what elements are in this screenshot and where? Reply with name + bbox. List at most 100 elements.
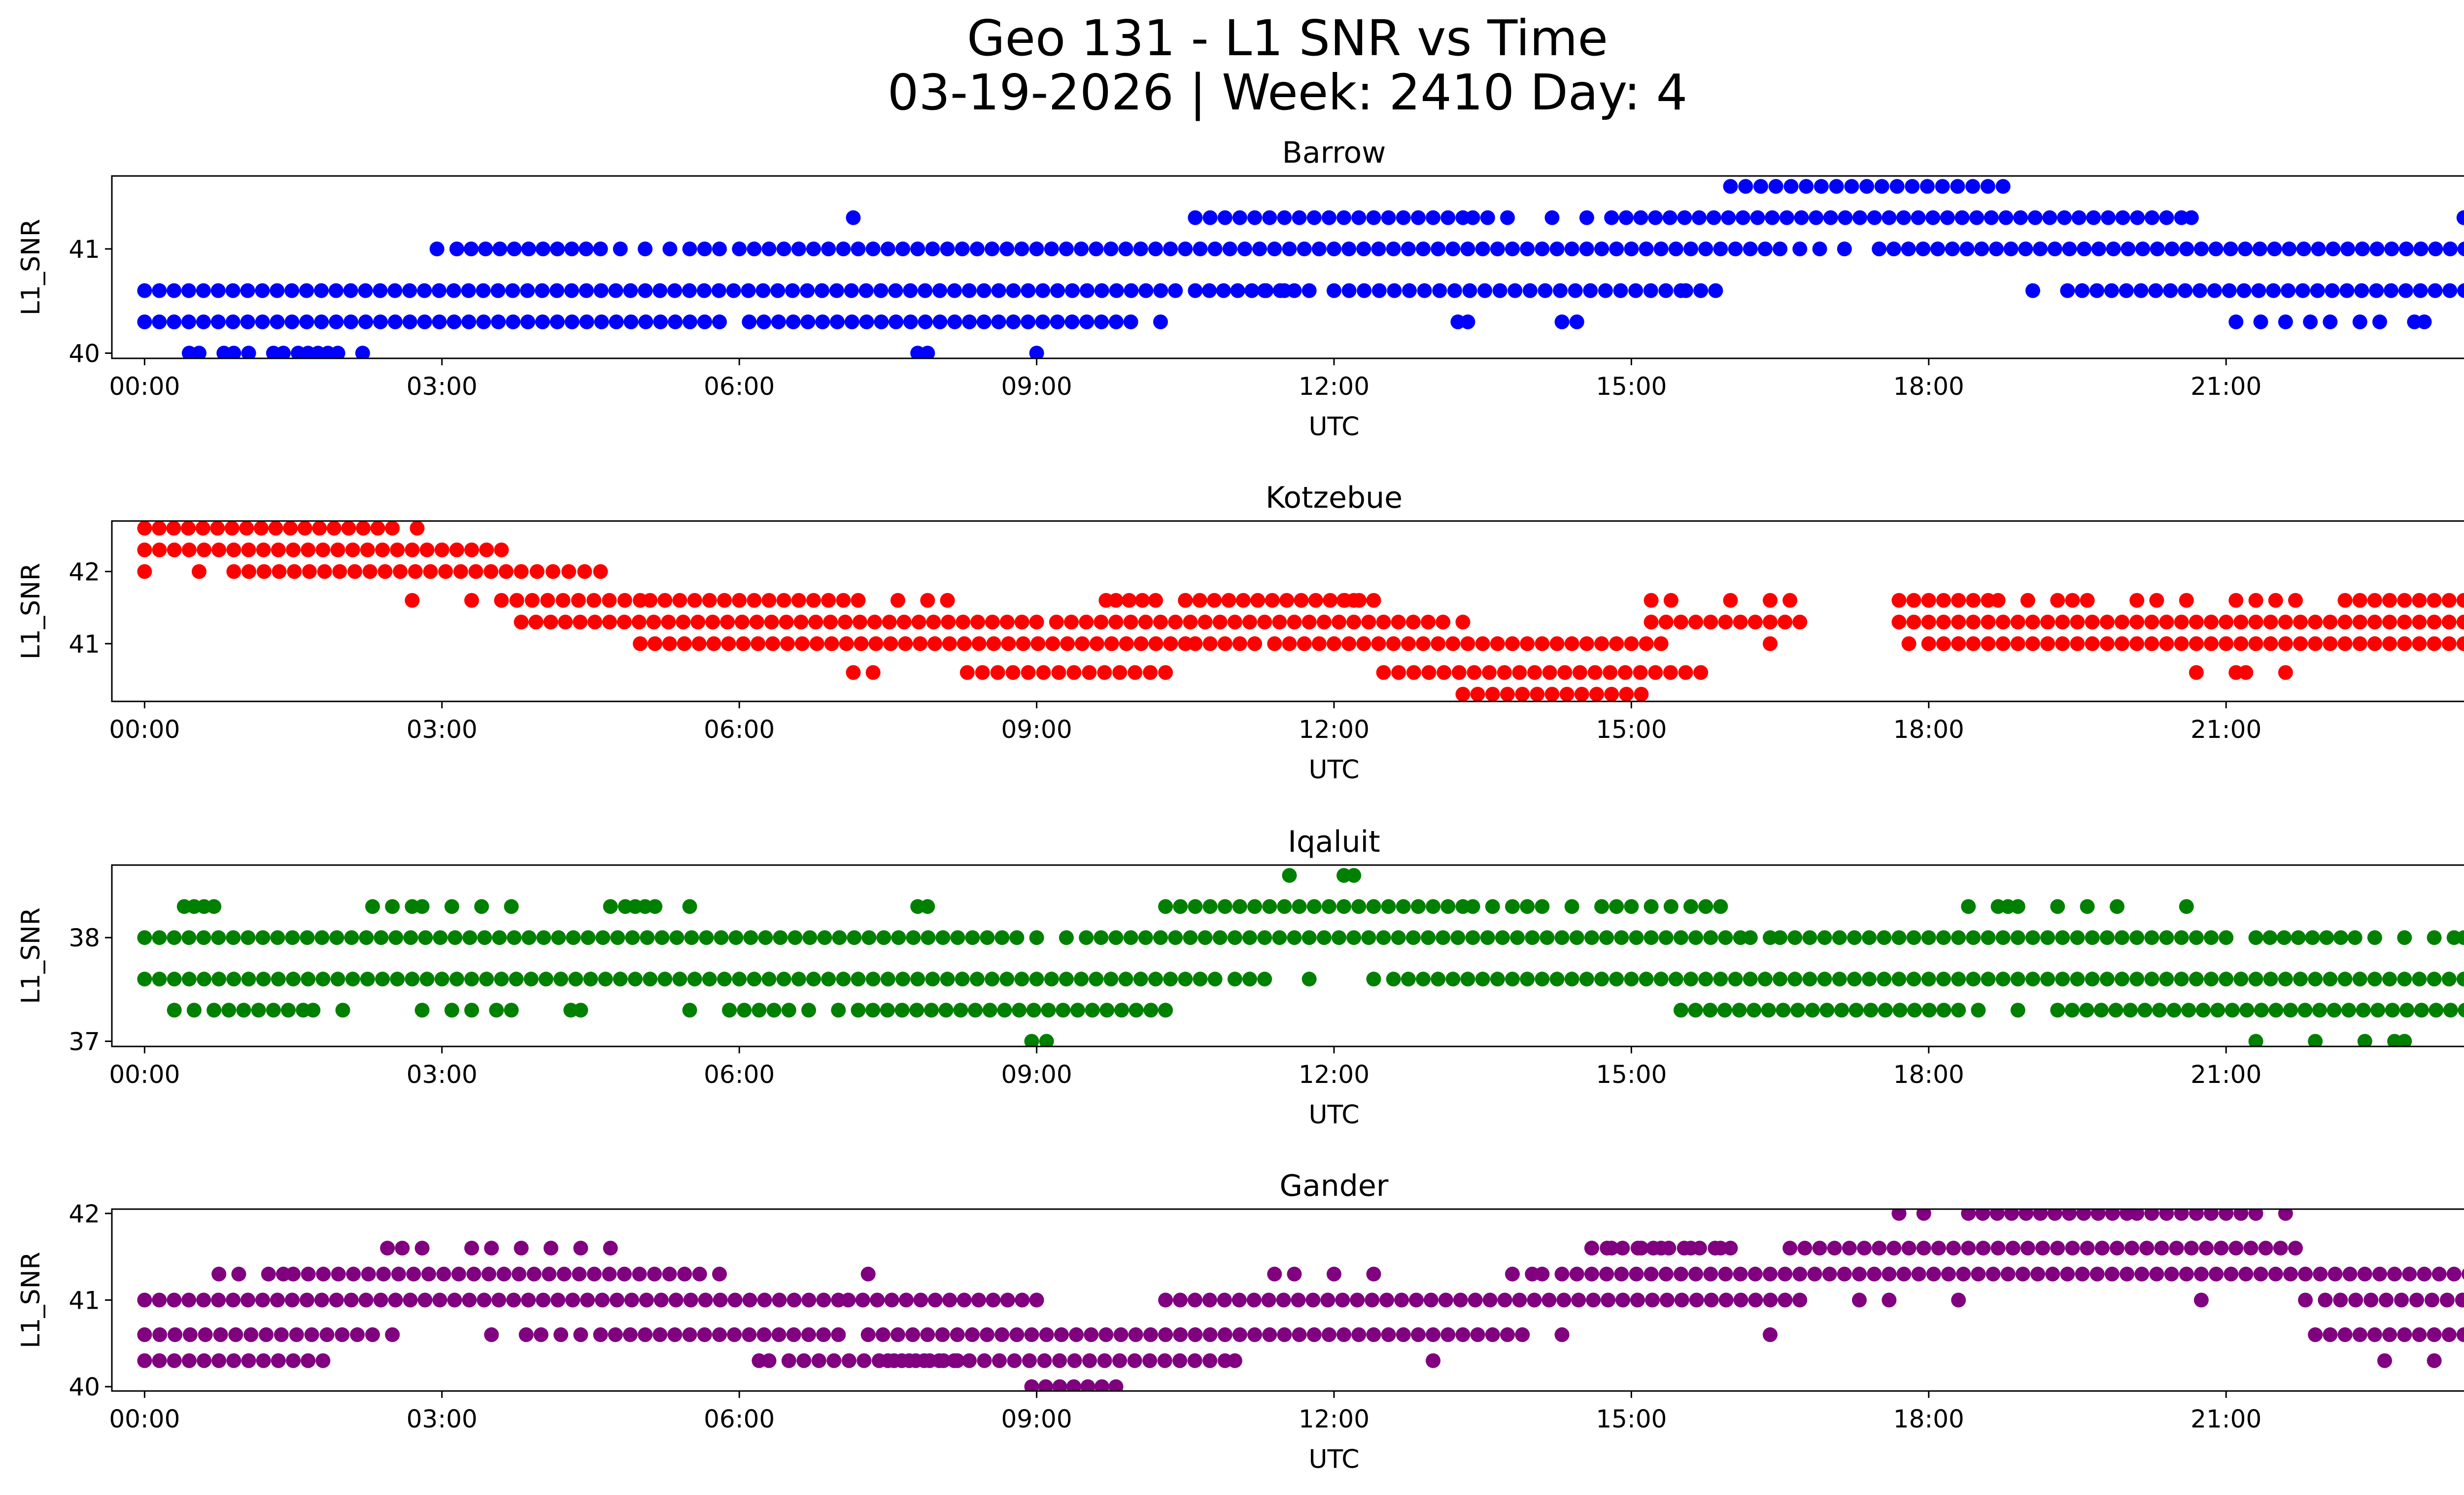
data-point: [1460, 972, 1475, 987]
data-point: [2004, 1209, 2019, 1221]
data-point: [1316, 930, 1332, 945]
data-point: [880, 1003, 895, 1018]
data-point: [1187, 1353, 1202, 1368]
data-point: [1153, 283, 1168, 298]
data-point: [2040, 636, 2055, 651]
data-point: [444, 1003, 459, 1018]
data-point: [977, 1353, 992, 1368]
data-point: [266, 1003, 281, 1018]
data-point: [1099, 1003, 1115, 1018]
data-point: [447, 930, 463, 945]
data-point: [1985, 1266, 2001, 1282]
data-point: [581, 930, 596, 945]
data-point: [1112, 665, 1128, 680]
data-point: [518, 1327, 534, 1342]
data-point: [883, 636, 898, 651]
data-point: [1693, 283, 1709, 298]
data-point: [1064, 314, 1080, 329]
data-point: [950, 930, 965, 945]
x-tick-label: 18:00: [1893, 372, 1964, 401]
data-point: [1587, 665, 1603, 680]
data-point: [638, 314, 653, 329]
data-point: [1123, 314, 1138, 329]
data-point: [1468, 1292, 1483, 1308]
data-point: [2020, 593, 2035, 608]
data-point: [385, 1327, 400, 1342]
data-point: [1089, 636, 1104, 651]
data-point: [1648, 210, 1663, 225]
data-point: [721, 636, 736, 651]
data-point: [2305, 930, 2320, 945]
data-point: [461, 314, 477, 329]
data-point: [241, 972, 256, 987]
data-point: [476, 283, 491, 298]
data-point: [1857, 1241, 1872, 1256]
data-point: [1217, 636, 1232, 651]
data-point: [2367, 636, 2382, 651]
data-point: [1515, 687, 1530, 701]
data-point: [1431, 242, 1446, 256]
data-point: [490, 283, 506, 298]
data-point: [2050, 593, 2065, 608]
axes-frame: [111, 175, 2464, 359]
data-point: [546, 564, 561, 579]
data-point: [1052, 1353, 1067, 1368]
data-point: [1396, 1327, 1411, 1342]
data-point: [1074, 972, 1089, 987]
data-point: [391, 1266, 406, 1282]
data-point: [953, 1003, 968, 1018]
data-point: [682, 899, 697, 914]
data-point: [332, 564, 347, 579]
data-point: [1297, 636, 1312, 651]
data-point: [1564, 242, 1579, 256]
data-point: [2342, 1266, 2358, 1282]
data-point: [1984, 210, 1999, 225]
data-point: [781, 1003, 796, 1018]
data-point: [1778, 615, 1793, 629]
data-point: [1512, 1292, 1527, 1308]
data-point: [757, 1292, 772, 1308]
data-point: [1936, 636, 1951, 651]
data-point: [1773, 972, 1788, 987]
data-point: [466, 1266, 481, 1282]
data-point: [1079, 314, 1095, 329]
data-point: [1306, 1327, 1322, 1342]
data-point: [1202, 210, 1218, 225]
data-point: [2412, 593, 2427, 608]
data-point: [1653, 242, 1669, 256]
data-point: [206, 1003, 222, 1018]
data-point: [1272, 615, 1287, 629]
data-point: [2252, 242, 2267, 256]
data-point: [2208, 242, 2224, 256]
data-point: [1265, 593, 1280, 608]
data-point: [1287, 1266, 1302, 1282]
data-point: [1683, 242, 1699, 256]
data-point: [860, 1266, 876, 1282]
data-point: [1246, 1292, 1262, 1308]
data-point: [284, 314, 300, 329]
subplot-title: Iqaluit: [1288, 825, 1380, 859]
data-point: [957, 1292, 972, 1308]
data-point: [1396, 210, 1411, 225]
data-point: [891, 930, 906, 945]
data-point: [286, 1353, 301, 1368]
data-point: [1921, 636, 1936, 651]
data-point: [241, 346, 256, 358]
y-tick-label: 38: [68, 924, 100, 952]
data-point: [2372, 1266, 2387, 1282]
data-point: [1678, 283, 1693, 298]
data-point: [1931, 1241, 1946, 1256]
data-point: [2150, 242, 2165, 256]
data-point: [1995, 636, 2011, 651]
data-point: [2010, 899, 2025, 914]
data-point: [2295, 283, 2310, 298]
data-point: [911, 615, 926, 629]
data-point: [1277, 1327, 1292, 1342]
data-point: [1157, 1353, 1172, 1368]
data-point: [964, 1327, 980, 1342]
data-point: [1482, 665, 1497, 680]
data-point: [851, 242, 866, 256]
data-point: [358, 283, 373, 298]
data-point: [1750, 210, 1765, 225]
